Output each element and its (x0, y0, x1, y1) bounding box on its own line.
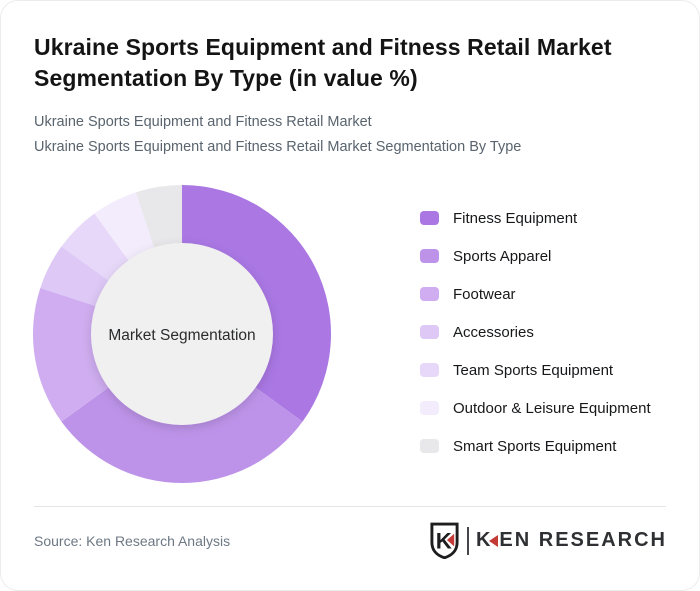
legend-item-sports-apparel: Sports Apparel (420, 247, 651, 265)
footer-divider (34, 506, 666, 507)
legend-swatch (420, 211, 439, 225)
subtitle-line2: Ukraine Sports Equipment and Fitness Ret… (34, 139, 522, 155)
shield-icon: K (430, 522, 459, 559)
wordmark-rest: EN RESEARCH (499, 529, 667, 551)
legend-label: Smart Sports Equipment (453, 437, 617, 455)
shield-outline (430, 522, 459, 559)
ken-research-logo: K K EN RESEARCH (429, 522, 667, 559)
legend-swatch (420, 401, 439, 415)
donut-center-label: Market Segmentation (108, 327, 255, 344)
chart-legend: Fitness Equipment Sports Apparel Footwea… (420, 209, 651, 455)
legend-item-footwear: Footwear (420, 285, 651, 303)
legend-item-accessories: Accessories (420, 323, 651, 341)
page-title-line1: Ukraine Sports Equipment and Fitness Ret… (34, 34, 612, 60)
legend-label: Accessories (453, 323, 534, 341)
wordmark-first-letter: K (475, 529, 493, 551)
page-title: Ukraine Sports Equipment and Fitness Ret… (34, 32, 679, 94)
legend-label: Fitness Equipment (453, 209, 578, 227)
page-title-line2: Segmentation By Type (in value %) (34, 65, 418, 91)
legend-item-fitness-equipment: Fitness Equipment (420, 209, 651, 227)
legend-label: Sports Apparel (453, 247, 552, 265)
legend-label: Outdoor & Leisure Equipment (453, 399, 651, 417)
subtitle-line1: Ukraine Sports Equipment and Fitness Ret… (34, 114, 372, 130)
legend-label: Footwear (453, 285, 516, 303)
legend-swatch (420, 249, 439, 263)
legend-item-smart-sports-equipment: Smart Sports Equipment (420, 437, 651, 455)
legend-item-outdoor-leisure-equipment: Outdoor & Leisure Equipment (420, 399, 651, 417)
legend-swatch (420, 325, 439, 339)
donut-chart-container: Market Segmentation (32, 184, 332, 484)
source-note: Source: Ken Research Analysis (34, 533, 231, 549)
donut-hole (91, 243, 273, 425)
brand-wordmark: K EN RESEARCH (476, 529, 667, 552)
legend-swatch (420, 439, 439, 453)
shield-red-triangle-icon (446, 533, 455, 547)
donut-chart: Market Segmentation (33, 185, 331, 483)
legend-swatch (420, 287, 439, 301)
wordmark-red-triangle-icon (489, 534, 499, 547)
chart-subtitles: Ukraine Sports Equipment and Fitness Ret… (34, 110, 521, 160)
legend-swatch (420, 363, 439, 377)
legend-item-team-sports-equipment: Team Sports Equipment (420, 361, 651, 379)
legend-label: Team Sports Equipment (453, 361, 614, 379)
shield-letter: K (436, 528, 452, 553)
logo-separator (466, 526, 469, 555)
